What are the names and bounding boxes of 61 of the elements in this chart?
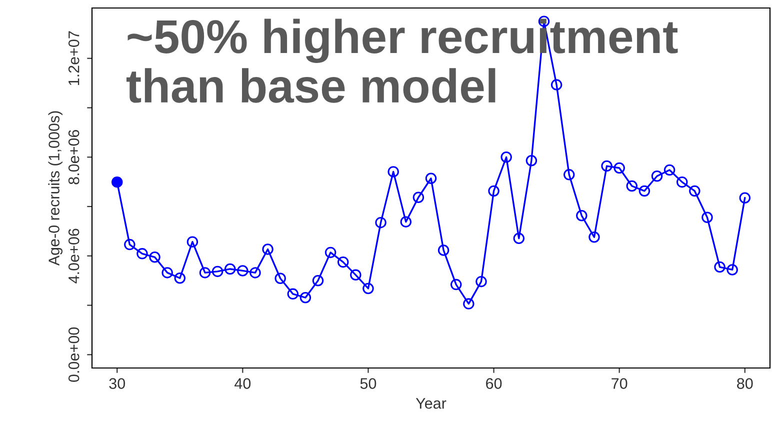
x-tick-label: 60 [486,378,502,389]
point [638,185,650,197]
point [601,160,612,172]
x-axis-title: Year [416,398,446,409]
point [614,162,625,174]
point [250,267,261,278]
point [463,298,474,310]
point [287,288,299,300]
point [412,192,424,204]
point [149,252,160,263]
x-tick-label: 80 [737,378,753,389]
point [350,269,362,281]
point [726,264,738,276]
point [664,164,676,176]
point [199,267,211,278]
x-tick-label: 40 [234,378,251,389]
point [262,244,274,255]
point [626,180,638,192]
point [400,216,412,228]
y-tick-label: 0.0e+00 [68,327,80,382]
point [375,216,386,228]
x-tick-label: 50 [360,378,376,389]
point [300,292,312,304]
point [438,244,450,256]
point [689,185,700,197]
y-tick-label: 4.0e+06 [68,228,80,284]
point [702,212,713,224]
point [739,192,751,204]
point [212,266,224,278]
point [714,261,726,273]
point [174,272,186,284]
point [500,152,512,163]
point [476,276,487,288]
point [324,246,336,258]
point [651,170,663,182]
point [425,172,437,184]
point [312,274,324,286]
point [388,166,399,178]
point [337,256,349,268]
y-tick-label: 8.0e+06 [68,130,80,184]
x-tick-label: 30 [109,378,126,389]
point [513,232,525,244]
point [362,282,374,294]
point [237,265,248,276]
point [450,278,462,290]
point [488,185,500,197]
y-tick-label: 1.2e+07 [68,31,80,86]
point [563,169,575,180]
point [576,210,588,222]
point [550,79,562,90]
point [526,154,538,166]
point [274,272,286,284]
point [588,232,600,243]
point [124,238,136,250]
point [136,248,148,260]
point [676,176,688,188]
point [186,236,198,248]
x-tick-label: 70 [612,378,628,389]
point [162,267,173,278]
point [224,263,236,275]
y-axis-title: Age-0 recruits (1,000s) [48,111,62,266]
